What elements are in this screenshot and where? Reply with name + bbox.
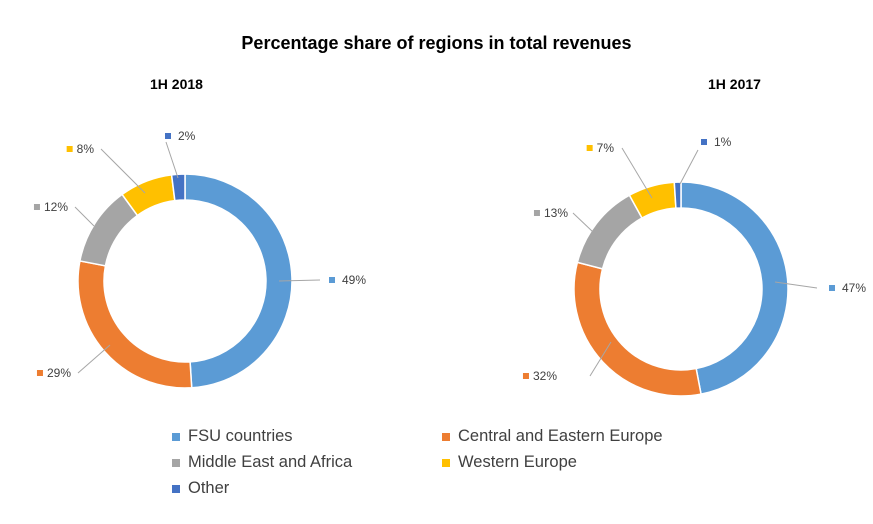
data-label: 7%	[586, 141, 615, 155]
data-label-marker	[329, 277, 335, 283]
data-label-text: 29%	[47, 366, 71, 380]
data-label: 49%	[329, 273, 366, 287]
data-label-text: 7%	[597, 141, 615, 155]
data-label-text: 47%	[842, 281, 866, 295]
data-label-marker	[66, 146, 73, 152]
data-label-text: 8%	[77, 142, 95, 156]
leader-line	[165, 141, 179, 179]
legend-label: Central and Eastern Europe	[458, 427, 663, 445]
data-label: 1%	[701, 135, 732, 149]
data-label-marker	[36, 370, 43, 376]
legend-swatch	[442, 458, 450, 467]
chart-subtitle-1h-2017: 1H 2017	[708, 76, 761, 92]
data-label-text: 2%	[178, 129, 196, 143]
legend-swatch	[172, 432, 180, 441]
donut-slice-0-2	[79, 193, 139, 267]
legend-item-central-eastern-europe: Central and Eastern Europe	[442, 427, 663, 446]
legend-swatch	[442, 432, 450, 441]
data-label-text: 49%	[342, 273, 366, 287]
data-label: 12%	[33, 200, 68, 214]
data-label-marker	[522, 373, 529, 379]
data-label-text: 1%	[714, 135, 732, 149]
donut-slice-1-1	[573, 261, 702, 397]
data-label: 13%	[533, 206, 568, 220]
data-label: 32%	[522, 369, 557, 383]
legend-label: Other	[188, 479, 230, 497]
donut-slice-0-1	[77, 260, 193, 389]
data-label: 47%	[829, 281, 866, 295]
legend-item-fsu-countries: FSU countries	[172, 427, 293, 446]
leader-line	[679, 149, 699, 185]
donut-slice-0-4	[170, 173, 186, 202]
legend-item-western-europe: Western Europe	[442, 453, 577, 472]
data-label-text: 13%	[544, 206, 568, 220]
leader-line	[589, 341, 612, 377]
data-label-marker	[829, 285, 835, 291]
data-label-marker	[165, 133, 171, 139]
leader-line	[77, 344, 111, 374]
chart-title: Percentage share of regions in total rev…	[241, 33, 632, 53]
data-label-marker	[33, 204, 40, 210]
data-label-marker	[586, 145, 593, 151]
donut-slice-0-0	[184, 173, 293, 389]
leader-line	[100, 148, 146, 194]
data-label-text: 32%	[533, 369, 557, 383]
data-label-marker	[533, 210, 540, 216]
legend-swatch	[172, 484, 180, 493]
data-label: 8%	[66, 142, 95, 156]
data-label-text: 12%	[44, 200, 68, 214]
leader-line	[774, 281, 818, 289]
legend-item-middle-east-africa: Middle East and Africa	[172, 453, 352, 472]
leader-line	[278, 279, 321, 282]
legend-label: Middle East and Africa	[188, 453, 353, 471]
chart-subtitle-1h-2018: 1H 2018	[150, 76, 203, 92]
donut-slice-1-0	[680, 181, 789, 395]
leader-line	[621, 147, 653, 199]
legend-swatch	[172, 458, 180, 467]
legend-label: Western Europe	[458, 453, 577, 471]
data-label: 2%	[165, 129, 196, 143]
donut-slice-1-2	[576, 194, 643, 270]
legend-label: FSU countries	[188, 427, 293, 445]
donut-slice-1-4	[673, 181, 682, 209]
legend-item-other: Other	[172, 479, 229, 498]
data-label-marker	[701, 139, 707, 145]
leader-line	[74, 206, 95, 227]
leader-line	[572, 212, 594, 233]
data-label: 29%	[36, 366, 71, 380]
